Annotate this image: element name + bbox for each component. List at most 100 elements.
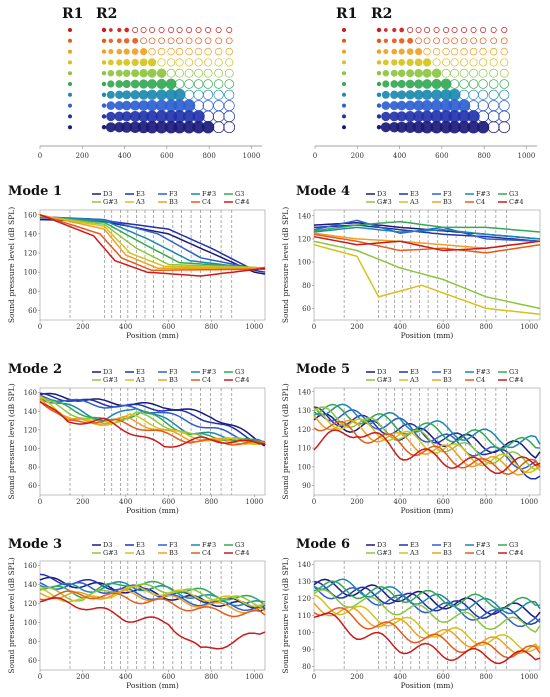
bubble xyxy=(381,111,391,122)
mode-title: Mode 6 xyxy=(296,537,350,552)
bubble xyxy=(115,80,124,88)
series-line-cs4 xyxy=(39,597,266,650)
bubble-open xyxy=(461,27,468,34)
bubble xyxy=(383,38,389,43)
bubble xyxy=(165,89,177,101)
series-line-a3 xyxy=(313,594,541,652)
x-tick-label: 800 xyxy=(205,323,218,331)
bubble-open xyxy=(499,79,509,89)
bubble-r1 xyxy=(68,92,72,97)
bubble xyxy=(140,48,148,56)
y-axis-label: Sound pressure level (dB SPL) xyxy=(7,557,16,673)
bubble-open xyxy=(469,47,478,56)
bubble xyxy=(129,121,141,133)
plot-frame xyxy=(39,387,266,496)
bubble-open xyxy=(175,58,184,67)
legend-label: C#4 xyxy=(235,376,250,384)
y-tick-label: 160 xyxy=(24,389,37,397)
bubble-open xyxy=(479,58,488,67)
bubble-open xyxy=(487,121,500,134)
bubble-r2 xyxy=(376,81,382,87)
bubble-open xyxy=(468,79,479,89)
bubble-open xyxy=(498,110,511,123)
legend-label: A3 xyxy=(409,198,419,206)
legend-label: G#3 xyxy=(103,549,118,557)
x-tick-label: 1000 xyxy=(245,323,263,331)
bubble xyxy=(145,121,159,134)
x-tick-label: 0 xyxy=(38,673,42,681)
bubble-open xyxy=(140,37,147,45)
bubble xyxy=(132,37,139,44)
x-axis-label: Position (mm) xyxy=(401,681,454,690)
bubble xyxy=(406,69,415,78)
bubble xyxy=(131,48,139,55)
bubble-open xyxy=(432,58,441,67)
series-line-d3 xyxy=(39,576,266,613)
bubble-open xyxy=(449,79,460,89)
bubble-open xyxy=(223,100,235,112)
bubble xyxy=(430,121,443,134)
bubble-open xyxy=(489,58,498,67)
series-line-c4 xyxy=(39,590,266,618)
spl-panel-1: Mode 1 60 80 100 120 140 160 0 200 400 600 800 1000 P… xyxy=(7,184,266,340)
bubble xyxy=(173,99,186,112)
bubble xyxy=(139,58,148,67)
bubble-open xyxy=(149,27,156,34)
bubble-r2 xyxy=(376,103,382,108)
series-line-gs3 xyxy=(39,583,266,608)
bubble-r2 xyxy=(101,60,107,65)
series-line-c4 xyxy=(313,233,541,254)
bubble xyxy=(457,110,471,123)
spl-panel-5: Mode 3 60 80 100 120 140 160 0 200 400 600 800 1000 P… xyxy=(7,537,266,690)
series-line-a3 xyxy=(313,243,541,315)
bubble-r1 xyxy=(342,38,346,43)
bubble xyxy=(155,110,168,123)
bubble xyxy=(107,69,115,77)
x-tick-label: 1000 xyxy=(245,498,263,506)
bubble xyxy=(421,110,433,123)
legend: D3 E3 F3 F#3 G3 G#3 A3 B3 C4 C#4 xyxy=(366,368,524,384)
x-tick-label: 0 xyxy=(38,498,42,506)
x-tick-label: 400 xyxy=(119,498,132,506)
legend-label: A3 xyxy=(135,549,145,557)
x-tick-label: 400 xyxy=(393,673,406,681)
bubble xyxy=(156,78,167,90)
x-tick-label: 1000 xyxy=(520,498,538,506)
bubble-r1 xyxy=(68,71,72,76)
legend-label: G3 xyxy=(235,190,244,198)
x-tick-label: 400 xyxy=(119,673,132,681)
plot-frame xyxy=(39,209,266,321)
bubble xyxy=(440,99,453,112)
bubble-open xyxy=(167,58,176,67)
y-tick-label: 100 xyxy=(298,629,311,637)
bubble-open xyxy=(175,47,184,56)
legend-label: C4 xyxy=(476,198,485,206)
bubble-open xyxy=(225,37,233,45)
bubble xyxy=(414,79,424,89)
bubble xyxy=(155,99,168,112)
bubble-open xyxy=(212,110,225,123)
bubble xyxy=(390,80,399,88)
bubble-r1 xyxy=(342,125,346,130)
bubble-open xyxy=(450,68,459,78)
bubble-open xyxy=(184,68,194,78)
bubble-open xyxy=(202,89,214,100)
bubble-r2 xyxy=(101,125,107,130)
bubble-open xyxy=(490,37,498,45)
layout-x-tick-label: 200 xyxy=(351,152,364,160)
bubble-r1 xyxy=(68,38,72,43)
layout-x-tick-label: 200 xyxy=(76,152,89,160)
x-tick-label: 0 xyxy=(312,498,316,506)
bubble-open xyxy=(499,89,510,100)
x-axis-label: Position (mm) xyxy=(126,506,179,515)
bubble-r2 xyxy=(376,38,382,43)
bubble-r1 xyxy=(342,71,346,76)
mode-title: Mode 1 xyxy=(8,184,62,199)
legend-label: D3 xyxy=(103,190,112,198)
bubble xyxy=(130,100,141,111)
bubble-r1 xyxy=(342,92,346,97)
bubble xyxy=(405,79,415,89)
y-tick-label: 90 xyxy=(302,646,311,654)
bubble xyxy=(398,38,405,44)
x-tick-label: 800 xyxy=(205,673,218,681)
